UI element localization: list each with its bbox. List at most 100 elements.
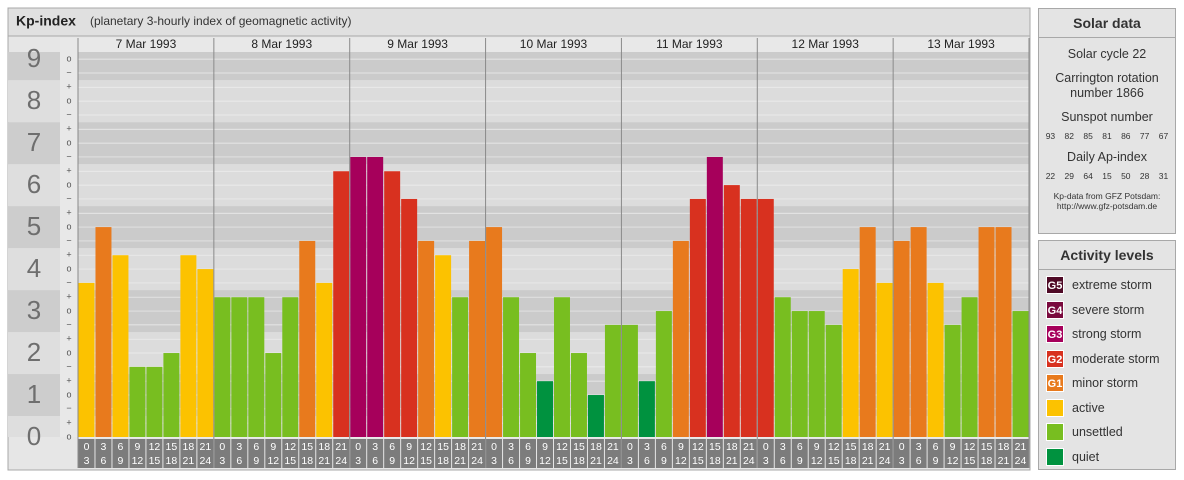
hour-start: 3 (101, 441, 107, 453)
minor-tick-label: − (66, 67, 71, 77)
hour-box (180, 439, 197, 468)
legend-label: minor storm (1072, 376, 1138, 391)
legend-label: strong storm (1072, 327, 1142, 342)
bar (95, 227, 112, 437)
legend: G5 extreme storm G4 severe storm G3 strong st… (1039, 270, 1175, 469)
minor-tick-label: + (66, 82, 71, 92)
hour-box (927, 439, 944, 468)
hour-end: 9 (389, 455, 395, 467)
bar (808, 311, 825, 437)
hour-end: 12 (539, 455, 551, 467)
hour-end: 21 (998, 455, 1010, 467)
source: Kp-data from GFZ Potsdam: http://www.gfz-… (1039, 191, 1175, 211)
hour-end: 21 (590, 455, 602, 467)
bar (554, 297, 570, 437)
hour-end: 15 (692, 455, 704, 467)
hour-start: 0 (627, 441, 633, 453)
hour-box (435, 439, 452, 468)
hour-start: 18 (454, 441, 466, 453)
hour-start: 3 (780, 441, 786, 453)
hour-box (910, 439, 927, 468)
hour-start: 3 (916, 441, 922, 453)
hour-box (995, 439, 1012, 468)
hour-start: 12 (692, 441, 704, 453)
hour-end: 3 (219, 455, 225, 467)
label-band (8, 416, 60, 437)
hour-start: 15 (573, 441, 585, 453)
legend-item: G3 strong storm (1039, 322, 1175, 347)
bar (112, 255, 129, 437)
hour-box (520, 439, 537, 468)
bar (910, 227, 927, 437)
sunspot-title: Sunspot number (1061, 110, 1153, 124)
minor-tick-label: − (66, 403, 71, 413)
hour-end: 9 (525, 455, 531, 467)
sunspot-number: 93 (1045, 131, 1056, 141)
solar-cycle: Solar cycle 22 (1067, 47, 1147, 61)
hour-start: 18 (998, 441, 1010, 453)
hour-start: 18 (726, 441, 738, 453)
hour-end: 3 (627, 455, 633, 467)
hour-start: 15 (845, 441, 857, 453)
bar (265, 353, 282, 437)
hour-start: 9 (542, 441, 548, 453)
hour-end: 18 (981, 455, 993, 467)
legend-item: active (1039, 396, 1175, 421)
hour-end: 12 (811, 455, 823, 467)
day-header (78, 38, 1029, 52)
bar (689, 198, 706, 437)
hour-box (333, 439, 350, 468)
minor-tick-label: o (66, 347, 71, 357)
hour-end: 3 (491, 455, 497, 467)
bar (180, 255, 197, 437)
sunspot-number: 86 (1121, 131, 1131, 141)
bar (587, 395, 604, 437)
y-tick-label: 7 (27, 127, 41, 157)
day-label: 12 Mar 1993 (792, 37, 860, 51)
hour-start: 0 (763, 441, 769, 453)
hour-start: 0 (84, 441, 90, 453)
hour-end: 3 (899, 455, 905, 467)
hour-start: 9 (270, 441, 276, 453)
bar (146, 366, 163, 437)
hour-end: 24 (1015, 455, 1027, 467)
bar (791, 311, 808, 437)
hour-end: 12 (947, 455, 959, 467)
bar (1012, 311, 1029, 437)
hour-start: 6 (118, 441, 124, 453)
hour-end: 21 (726, 455, 738, 467)
bar (757, 198, 774, 437)
hour-end: 6 (644, 455, 650, 467)
label-band (8, 332, 60, 375)
hour-box (961, 439, 978, 468)
minor-tick-label: − (66, 361, 71, 371)
hour-start: 9 (814, 441, 820, 453)
bar (231, 297, 248, 437)
hour-start: 15 (166, 441, 178, 453)
ap-numbers: 22 29 64 15 50 28 31 (1041, 171, 1173, 181)
day-label: 9 Mar 1993 (387, 37, 448, 51)
band (78, 52, 1029, 81)
day-label: 13 Mar 1993 (927, 37, 995, 51)
hour-box (265, 439, 282, 468)
hour-end: 9 (661, 455, 667, 467)
y-tick-label: 9 (27, 43, 41, 73)
label-band (8, 80, 60, 123)
bar (740, 198, 757, 437)
bar (469, 240, 486, 437)
bar (859, 227, 876, 437)
day-label: 10 Mar 1993 (520, 37, 588, 51)
hour-start: 21 (200, 441, 212, 453)
hour-end: 6 (236, 455, 242, 467)
bar (655, 311, 672, 437)
label-band (8, 248, 60, 291)
bar (333, 171, 350, 438)
hour-end: 12 (403, 455, 415, 467)
hour-start: 21 (607, 441, 619, 453)
hour-end: 24 (200, 455, 212, 467)
panel-title: Solar data (1039, 9, 1175, 38)
hour-start: 21 (335, 441, 347, 453)
hour-box (486, 439, 503, 468)
bar (401, 198, 418, 437)
